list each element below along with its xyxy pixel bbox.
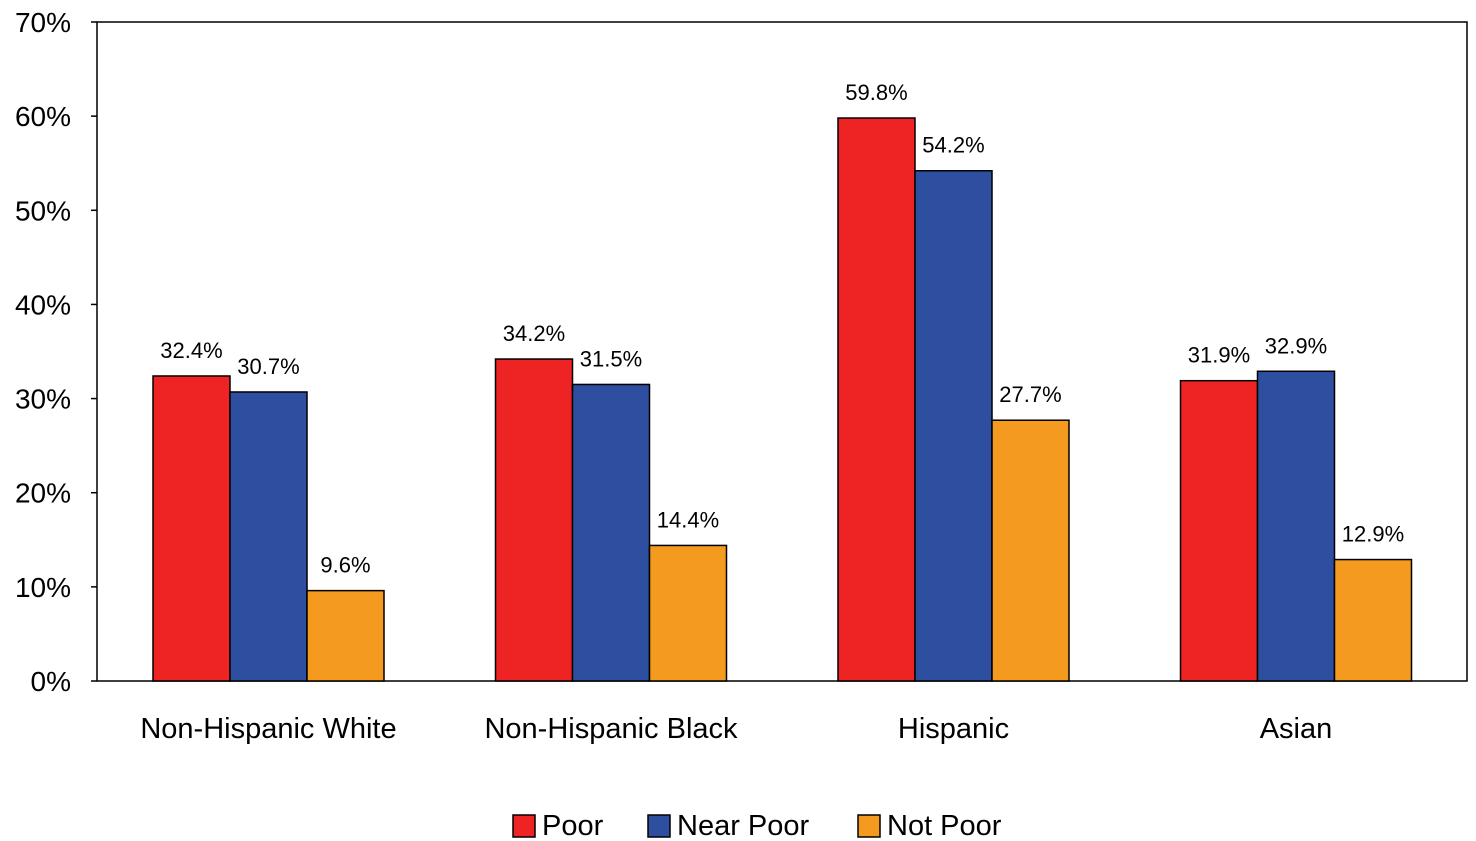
bar-near-poor bbox=[229, 391, 308, 682]
x-category-label: Non-Hispanic White bbox=[140, 713, 396, 745]
data-label: 32.4% bbox=[160, 338, 222, 363]
plot-area bbox=[96, 21, 1468, 682]
data-label: 59.8% bbox=[845, 80, 907, 105]
bar-near-poor bbox=[1256, 370, 1336, 682]
legend-swatch bbox=[647, 814, 671, 838]
y-tick-label: 70% bbox=[15, 7, 71, 38]
bars bbox=[152, 117, 1413, 682]
legend-swatch bbox=[512, 814, 536, 838]
legend-label: Not Poor bbox=[887, 810, 1002, 841]
legend-swatch bbox=[857, 814, 881, 838]
bar-poor bbox=[152, 375, 231, 682]
bar-not-poor bbox=[306, 589, 385, 682]
x-category-label: Non-Hispanic Black bbox=[484, 713, 738, 745]
x-category-label: Asian bbox=[1260, 713, 1333, 745]
y-tick-label: 60% bbox=[15, 101, 71, 132]
y-tick-label: 0% bbox=[31, 666, 71, 697]
bar-not-poor bbox=[648, 544, 728, 682]
bar-not-poor bbox=[991, 419, 1070, 682]
data-labels: 32.4% 30.7% 9.6% 34.2% 31.5% 14.4% 59.8% 54.2% 2… bbox=[160, 80, 1404, 578]
y-tick-label: 10% bbox=[15, 572, 71, 603]
data-label: 54.2% bbox=[922, 133, 984, 158]
y-tick-label: 20% bbox=[15, 478, 71, 509]
bar-poor bbox=[494, 358, 574, 682]
bar-near-poor bbox=[571, 383, 651, 682]
bar-poor bbox=[837, 117, 916, 682]
data-label: 34.2% bbox=[503, 321, 565, 346]
y-tick-label: 40% bbox=[15, 289, 71, 320]
y-axis: 0% 10% 20% 30% 40% 50% 60% 70% bbox=[15, 7, 97, 697]
data-label: 32.9% bbox=[1265, 333, 1327, 358]
data-label: 31.9% bbox=[1188, 343, 1250, 368]
data-label: 30.7% bbox=[237, 354, 299, 379]
y-tick-label: 30% bbox=[15, 384, 71, 415]
data-label: 27.7% bbox=[999, 382, 1061, 407]
bar-poor bbox=[1179, 379, 1259, 682]
x-category-label: Hispanic bbox=[898, 713, 1009, 745]
plot-frame bbox=[96, 21, 1468, 682]
data-label: 31.5% bbox=[580, 346, 642, 371]
x-axis: Non-Hispanic White Non-Hispanic Black Hisp… bbox=[140, 713, 1332, 745]
bar-not-poor bbox=[1333, 558, 1413, 682]
data-label: 14.4% bbox=[657, 507, 719, 532]
legend: Poor Near Poor Not Poor bbox=[512, 810, 1002, 841]
bar-near-poor bbox=[914, 169, 993, 682]
legend-label: Near Poor bbox=[677, 810, 810, 841]
legend-label: Poor bbox=[542, 810, 604, 841]
y-tick-label: 50% bbox=[15, 195, 71, 226]
data-label: 12.9% bbox=[1342, 522, 1404, 547]
data-label: 9.6% bbox=[320, 553, 370, 578]
